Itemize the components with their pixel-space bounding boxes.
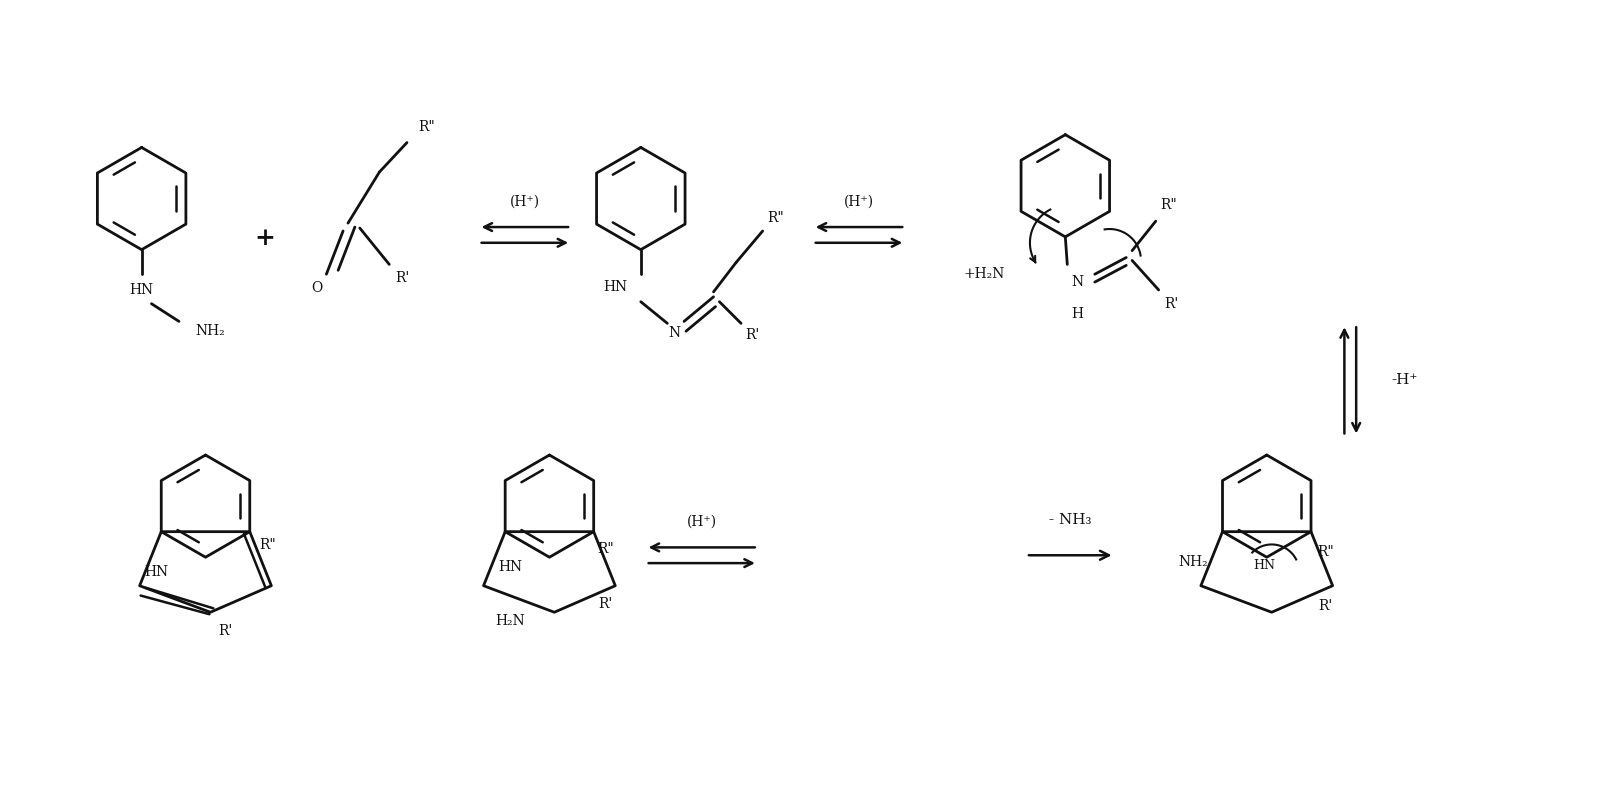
Text: +: + [254, 226, 275, 250]
Text: -H⁺: -H⁺ [1390, 374, 1418, 387]
Text: (H⁺): (H⁺) [510, 194, 539, 209]
Text: - NH₃: - NH₃ [1050, 513, 1091, 527]
Text: R': R' [598, 598, 613, 611]
Text: R": R" [766, 211, 784, 226]
Text: HN: HN [1253, 558, 1275, 571]
Text: R': R' [746, 328, 760, 342]
Text: HN: HN [130, 283, 154, 297]
Text: HN: HN [498, 560, 522, 574]
Text: NH₂: NH₂ [195, 324, 226, 338]
Text: HN: HN [144, 565, 168, 579]
Text: NH₂: NH₂ [1178, 555, 1208, 569]
Text: R": R" [259, 538, 275, 553]
Text: N: N [669, 326, 680, 340]
Text: (H⁺): (H⁺) [843, 194, 874, 209]
Text: HN: HN [603, 280, 627, 294]
Text: R': R' [1165, 297, 1179, 310]
Text: N: N [1070, 275, 1083, 289]
Text: R': R' [1318, 599, 1333, 614]
Text: R': R' [218, 624, 232, 638]
Text: +H₂N: +H₂N [963, 267, 1005, 282]
Text: (H⁺): (H⁺) [686, 515, 717, 529]
Text: H₂N: H₂N [496, 614, 525, 628]
Text: R": R" [597, 542, 614, 556]
Text: H: H [1070, 306, 1083, 321]
Text: R': R' [395, 271, 410, 285]
Text: R": R" [1160, 198, 1178, 213]
Text: O: O [310, 281, 322, 295]
Text: R": R" [419, 120, 435, 134]
Text: R": R" [1317, 546, 1334, 559]
